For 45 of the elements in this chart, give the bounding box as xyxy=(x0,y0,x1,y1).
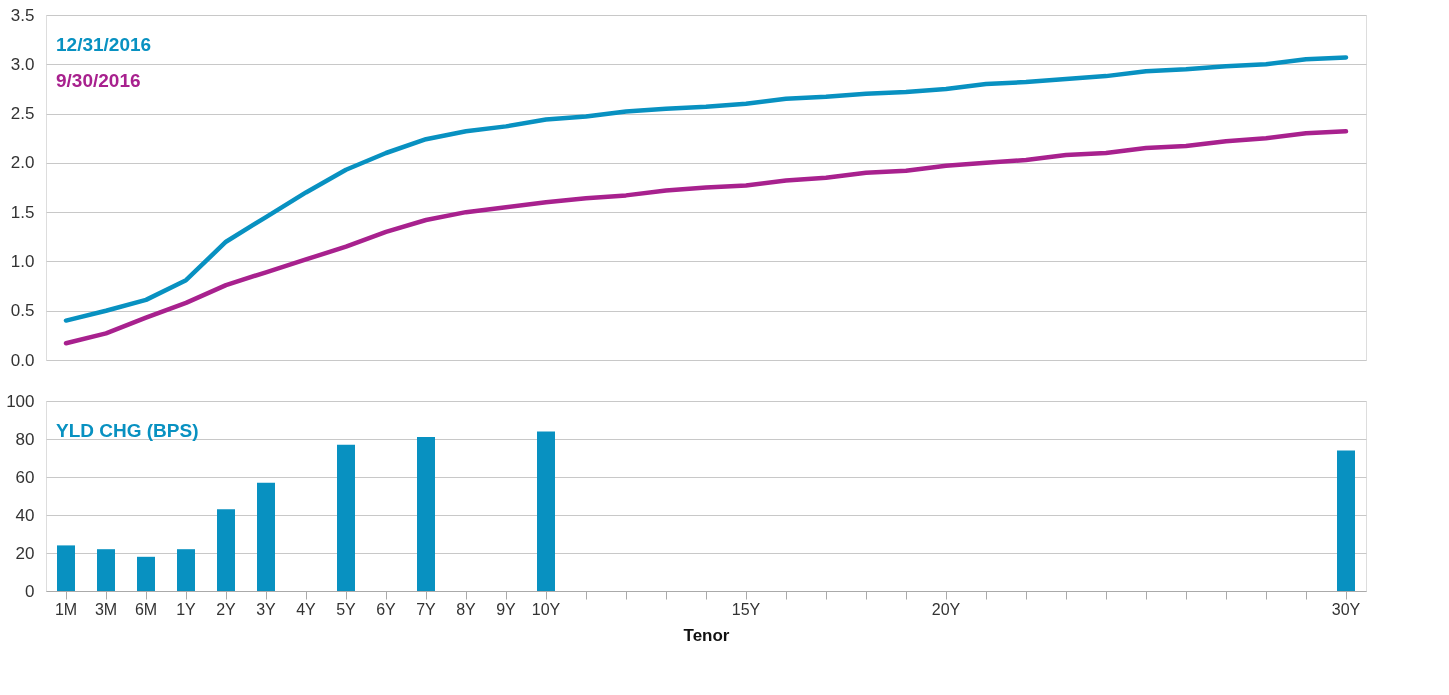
line-series xyxy=(63,129,1349,346)
y-tick-label: 60 xyxy=(15,467,35,487)
bar xyxy=(537,431,555,591)
y-tick-label: 100 xyxy=(6,391,35,411)
y-tick-label: 0 xyxy=(25,581,35,601)
y-tick-label: 1.5 xyxy=(10,202,35,222)
x-tick-label: 8Y xyxy=(456,600,477,618)
y-tick-label: 0.0 xyxy=(10,350,35,370)
x-tick-label: 4Y xyxy=(296,600,317,618)
bar xyxy=(1337,450,1355,591)
bar xyxy=(57,545,75,591)
bar xyxy=(177,549,195,591)
y-tick-label: 2.0 xyxy=(10,153,35,173)
x-tick-label: 6Y xyxy=(376,600,397,618)
bar xyxy=(137,556,155,591)
x-tick-label: 6M xyxy=(134,600,158,618)
bar xyxy=(97,549,115,591)
bar xyxy=(217,509,235,591)
x-tick-label: 30Y xyxy=(1331,600,1361,618)
y-tick-label: 80 xyxy=(15,429,35,449)
text: 12/31/2016 xyxy=(56,34,152,55)
text: 9/30/2016 xyxy=(56,70,141,91)
text: YLD CHG (BPS) xyxy=(56,420,199,441)
x-tick-label: 9Y xyxy=(496,600,517,618)
x-tick-label: 7Y xyxy=(416,600,437,618)
x-tick-label: 10Y xyxy=(531,600,561,618)
x-tick-label: 1M xyxy=(54,600,78,618)
x-tick-label: 5Y xyxy=(336,600,357,618)
x-tick-label: 2Y xyxy=(216,600,237,618)
y-tick-label: 3.0 xyxy=(10,54,35,74)
y-tick-label: 1.0 xyxy=(10,251,35,271)
x-axis-title: Tenor xyxy=(683,625,730,645)
bar xyxy=(257,482,275,591)
y-tick-label: 3.5 xyxy=(10,5,35,25)
x-tick-label: 3Y xyxy=(256,600,277,618)
y-tick-label: 0.5 xyxy=(10,301,35,321)
bar xyxy=(417,437,435,591)
y-tick-label: 2.5 xyxy=(10,104,35,124)
x-tick-label: 3M xyxy=(94,600,118,618)
y-tick-label: 20 xyxy=(15,543,35,563)
x-tick-label: 1Y xyxy=(176,600,197,618)
y-tick-label: 40 xyxy=(15,505,35,525)
bar xyxy=(337,444,355,591)
x-tick-label: 20Y xyxy=(931,600,961,618)
x-tick-label: 15Y xyxy=(731,600,761,618)
